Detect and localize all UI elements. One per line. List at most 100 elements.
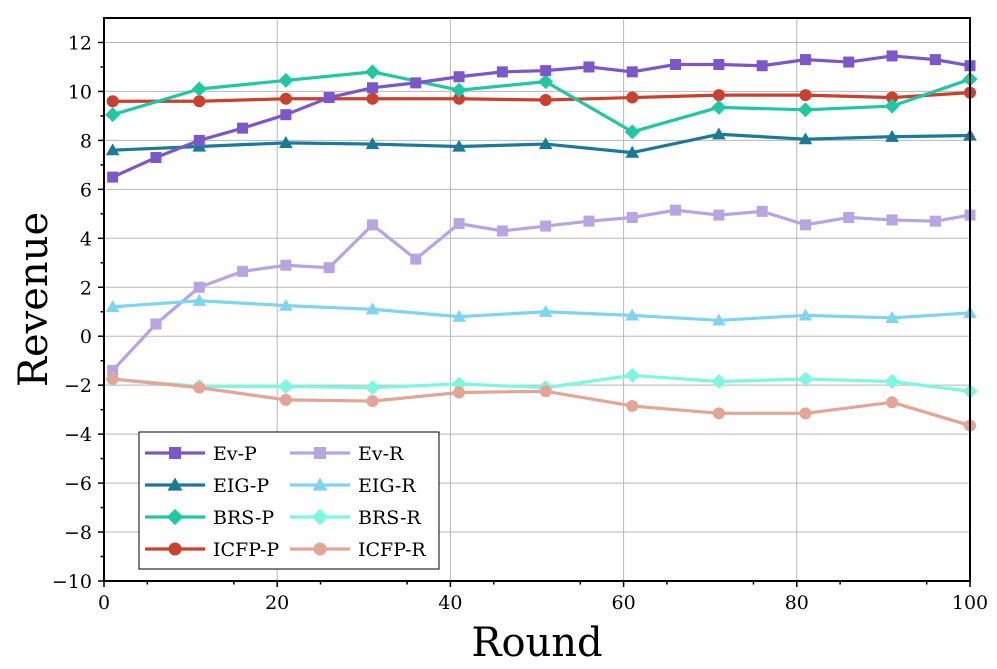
data-point-ev-p bbox=[366, 82, 378, 94]
legend-marker bbox=[313, 542, 327, 556]
series-ev-r bbox=[107, 204, 976, 376]
data-point-brs-p bbox=[884, 98, 900, 114]
y-tick-label: 2 bbox=[80, 277, 92, 299]
data-point-eig-p bbox=[105, 143, 120, 156]
data-point-ev-p bbox=[540, 65, 552, 77]
legend-label: EIG-R bbox=[358, 475, 416, 497]
data-point-brs-p bbox=[538, 74, 554, 90]
data-point-ev-r bbox=[929, 215, 941, 227]
legend-marker bbox=[169, 447, 181, 459]
data-point-eig-r bbox=[798, 308, 813, 321]
data-point-icfp-r bbox=[366, 395, 379, 408]
plot-frame bbox=[103, 17, 971, 582]
data-point-eig-r bbox=[885, 311, 899, 323]
data-point-ev-r bbox=[583, 215, 595, 227]
data-point-ev-r bbox=[323, 262, 335, 274]
data-point-brs-r bbox=[364, 380, 380, 396]
x-tick-label: 20 bbox=[265, 592, 289, 614]
series-line-ev-r bbox=[111, 208, 971, 372]
data-point-ev-p bbox=[583, 61, 595, 73]
data-point-ev-p bbox=[193, 134, 205, 146]
legend-marker bbox=[311, 508, 329, 526]
y-tick-label: −2 bbox=[64, 375, 92, 397]
series-icfp-r bbox=[106, 373, 976, 432]
legend-item-icfp-p: ICFP-P bbox=[145, 539, 279, 561]
data-point-brs-r bbox=[278, 378, 294, 394]
data-point-brs-p bbox=[711, 99, 727, 115]
data-point-ev-p bbox=[107, 171, 119, 183]
x-tick-label: 100 bbox=[952, 592, 988, 614]
x-tick-label: 60 bbox=[612, 592, 636, 614]
data-point-ev-r bbox=[756, 205, 768, 217]
series-brs-p bbox=[105, 64, 978, 140]
series-ev-p bbox=[107, 50, 976, 183]
data-point-ev-r bbox=[453, 218, 465, 230]
data-point-icfp-r bbox=[799, 407, 812, 420]
data-point-eig-p bbox=[538, 137, 553, 150]
data-point-eig-p bbox=[712, 127, 726, 140]
data-point-ev-p bbox=[453, 71, 465, 83]
y-tick-label: 12 bbox=[68, 32, 92, 54]
x-tick-label: 80 bbox=[785, 592, 809, 614]
legend-label: ICFP-P bbox=[213, 539, 279, 561]
data-point-icfp-r bbox=[886, 396, 899, 409]
data-point-ev-p bbox=[886, 50, 898, 62]
series-eig-r bbox=[105, 293, 977, 326]
data-point-ev-r bbox=[670, 204, 682, 216]
data-point-eig-r bbox=[365, 302, 380, 315]
legend-label: BRS-R bbox=[358, 507, 421, 529]
legend-marker bbox=[314, 447, 326, 459]
data-point-eig-r bbox=[712, 313, 726, 326]
y-tick-label: 0 bbox=[80, 326, 92, 348]
data-point-icfp-r bbox=[193, 381, 206, 394]
data-point-icfp-p bbox=[626, 91, 639, 104]
data-point-ev-p bbox=[670, 59, 682, 71]
y-tick-label: 10 bbox=[68, 81, 92, 103]
data-point-ev-p bbox=[626, 66, 638, 78]
legend-marker bbox=[168, 542, 182, 556]
data-point-brs-p bbox=[278, 72, 294, 88]
x-tick-label: 40 bbox=[438, 592, 462, 614]
data-point-ev-r bbox=[799, 219, 811, 231]
data-point-eig-r bbox=[192, 293, 207, 306]
series-icfp-p bbox=[106, 86, 976, 108]
data-point-eig-p bbox=[452, 139, 466, 152]
legend-item-brs-p: BRS-P bbox=[145, 507, 274, 529]
data-point-eig-p bbox=[365, 137, 380, 150]
data-point-ev-p bbox=[150, 152, 162, 164]
data-point-eig-r bbox=[279, 298, 293, 311]
data-point-brs-p bbox=[364, 64, 380, 80]
y-tick-label: −4 bbox=[64, 424, 92, 446]
data-point-ev-p bbox=[323, 92, 335, 104]
legend-marker bbox=[312, 477, 328, 491]
data-point-brs-r bbox=[797, 371, 813, 387]
data-point-ev-r bbox=[280, 259, 292, 271]
legend-item-icfp-r: ICFP-R bbox=[290, 539, 426, 561]
data-point-brs-p bbox=[191, 81, 207, 97]
legend-marker bbox=[166, 508, 184, 526]
y-tick-label: 8 bbox=[80, 130, 92, 152]
legend-item-eig-p: EIG-P bbox=[145, 475, 269, 497]
data-point-icfp-r bbox=[539, 385, 552, 398]
legend-marker bbox=[167, 477, 183, 491]
data-point-brs-r bbox=[711, 374, 727, 389]
series-eig-p bbox=[105, 127, 977, 158]
legend: Ev-P Ev-R EIG-P EIG-R BRS-P BRS-R ICFP-P ICFP-R bbox=[138, 431, 440, 570]
data-point-ev-r bbox=[713, 209, 725, 221]
data-point-ev-r bbox=[150, 318, 162, 330]
y-tick-label: 6 bbox=[80, 179, 92, 201]
data-point-eig-p bbox=[625, 145, 640, 158]
series-line-eig-p bbox=[112, 132, 971, 155]
data-point-brs-p bbox=[451, 82, 467, 98]
legend-box bbox=[138, 431, 440, 570]
data-point-eig-p bbox=[885, 129, 899, 142]
y-tick-label: −10 bbox=[52, 571, 92, 593]
data-point-brs-r bbox=[451, 376, 467, 392]
data-point-ev-p bbox=[799, 54, 811, 66]
y-tick-label: −6 bbox=[64, 473, 92, 495]
data-point-ev-r bbox=[886, 214, 898, 226]
legend-label: EIG-P bbox=[213, 475, 269, 497]
data-point-eig-r bbox=[105, 300, 120, 312]
data-point-ev-p bbox=[410, 77, 422, 89]
